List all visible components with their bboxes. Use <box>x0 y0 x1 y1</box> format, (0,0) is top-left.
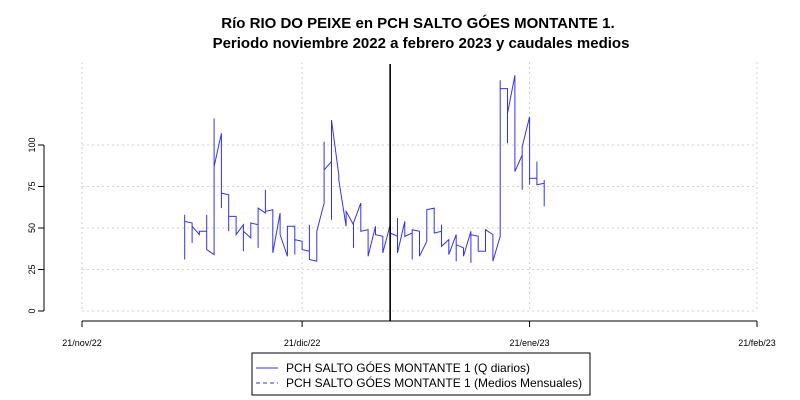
legend-label-monthly: PCH SALTO GÓES MONTANTE 1 (Medios Mensua… <box>286 375 582 390</box>
x-tick-label-2: 21/ene/23 <box>510 338 550 348</box>
y-tick-label-2: 50 <box>27 223 37 233</box>
y-tick-label-0: 0 <box>27 308 37 313</box>
x-tick-label-0: 21/nov/22 <box>62 338 102 348</box>
legend-label-daily: PCH SALTO GÓES MONTANTE 1 (Q diarios) <box>286 360 530 375</box>
x-tick-label-3: 21/feb/23 <box>738 338 776 348</box>
y-tick-label-3: 75 <box>27 181 37 191</box>
legend-box <box>251 352 591 396</box>
chart-title: Río RIO DO PEIXE en PCH SALTO GÓES MONTA… <box>221 14 614 32</box>
y-tick-label-4: 100 <box>27 137 37 152</box>
chart-subtitle: Periodo noviembre 2022 a febrero 2023 y … <box>213 35 630 52</box>
plot-area <box>184 64 545 321</box>
x-tick-label-1: 21/dic/22 <box>284 338 321 348</box>
x-axis: 21/nov/22 21/dic/22 21/ene/23 21/feb/23 <box>62 320 776 348</box>
series-daily-line <box>184 75 545 263</box>
legend: PCH SALTO GÓES MONTANTE 1 (Q diarios) PC… <box>251 352 591 396</box>
grid <box>81 62 758 312</box>
y-axis: 0 25 50 75 100 <box>27 137 45 314</box>
y-tick-label-1: 25 <box>27 264 37 274</box>
